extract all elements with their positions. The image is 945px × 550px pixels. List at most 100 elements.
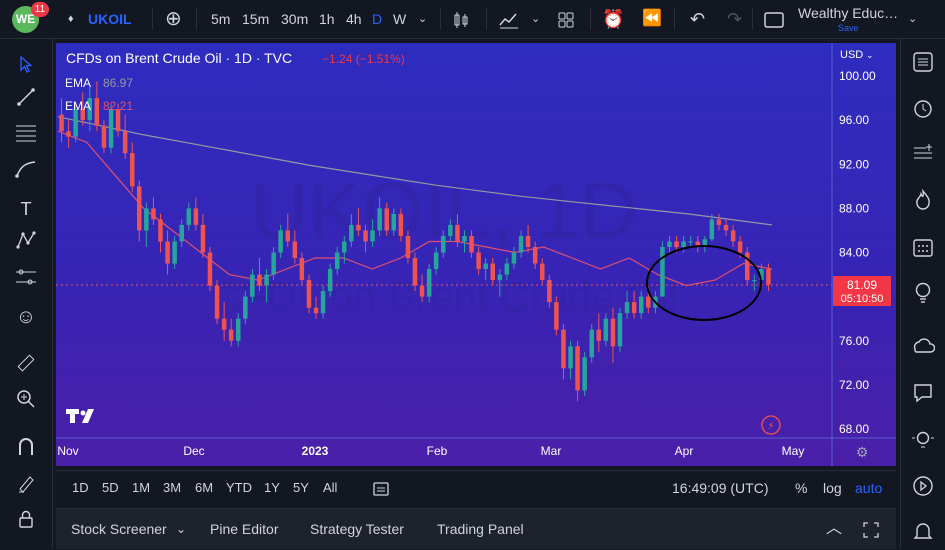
indicators-chevron-down-icon[interactable]: ⌄ [531, 13, 541, 25]
range-5y[interactable]: 5Y [293, 480, 309, 495]
lock-icon[interactable] [12, 509, 40, 537]
fullscreen-square-icon[interactable] [764, 0, 784, 38]
compare-add-icon[interactable]: ⊕ [165, 8, 182, 30]
percent-toggle[interactable]: % [795, 480, 808, 496]
range-5d[interactable]: 5D [102, 480, 119, 495]
range-ytd[interactable]: YTD [226, 480, 252, 495]
candle [228, 318, 234, 347]
candle [540, 258, 545, 286]
candle [151, 197, 156, 225]
chat-icon[interactable] [909, 382, 937, 410]
alert-clock-icon[interactable]: ⏰ [602, 9, 625, 29]
log-toggle[interactable]: log [823, 480, 842, 496]
tab-strategy-tester[interactable]: Strategy Tester [310, 521, 404, 537]
hotlist-flame-icon[interactable] [909, 188, 937, 217]
data-window-icon[interactable] [909, 142, 937, 170]
candle [561, 324, 566, 380]
redo-icon[interactable]: ↷ [727, 9, 743, 29]
candle [688, 235, 693, 247]
magnet-icon[interactable] [12, 437, 40, 465]
ema-fast-label[interactable]: EMA [65, 99, 92, 113]
auto-toggle[interactable]: auto [855, 480, 883, 496]
ideas-lightbulb-icon[interactable] [909, 281, 937, 309]
maximize-panel-icon[interactable] [863, 509, 879, 549]
candle [497, 269, 503, 297]
candle [610, 307, 616, 363]
tradingview-logo[interactable] [66, 406, 100, 426]
range-1d[interactable]: 1D [72, 480, 89, 495]
candle [165, 230, 170, 275]
trend-line-icon[interactable] [12, 87, 40, 115]
clock-timezone[interactable]: 16:49:09 (UTC) [672, 480, 769, 496]
prediction-icon[interactable] [12, 267, 40, 295]
timeframe-w[interactable]: W [393, 11, 407, 27]
stock-screener-chevron-down-icon[interactable]: ⌄ [176, 522, 187, 536]
watchlist-icon[interactable] [909, 51, 937, 79]
candle [490, 258, 495, 286]
ema-slow-label[interactable]: EMA [65, 76, 92, 90]
help-lightbulb-icon[interactable] [909, 428, 937, 456]
candle [250, 269, 255, 303]
symbol-search-button[interactable]: UKOIL [88, 11, 132, 27]
timeframe-chevron-down-icon[interactable]: ⌄ [418, 13, 428, 25]
lock-drawings-icon[interactable] [12, 473, 40, 501]
cursor-arrow-icon[interactable] [12, 53, 40, 81]
collapse-panel-chevron-up-icon[interactable]: ︿ [826, 520, 843, 537]
replay-icon[interactable]: ⏪ [642, 10, 662, 27]
account-name[interactable]: Wealthy Educ… [798, 5, 899, 21]
currency-chevron-down-icon[interactable]: ⌄ [866, 50, 874, 60]
fib-lines-icon[interactable] [12, 123, 40, 151]
layout-grid-icon[interactable] [557, 0, 575, 38]
tab-pine-editor[interactable]: Pine Editor [210, 521, 279, 537]
range-1m[interactable]: 1M [132, 480, 151, 495]
candle [448, 219, 453, 242]
events-lightning-icon[interactable] [761, 415, 781, 435]
timeframe-1h[interactable]: 1h [319, 11, 335, 27]
candle [377, 197, 382, 236]
range-6m[interactable]: 6M [195, 480, 214, 495]
streams-icon[interactable] [909, 337, 937, 365]
candle [568, 340, 573, 380]
brush-icon[interactable] [12, 159, 40, 187]
signals-icon[interactable] [909, 475, 937, 503]
alerts-clock-icon[interactable] [909, 97, 937, 125]
save-button[interactable]: Save [838, 23, 859, 33]
undo-icon[interactable]: ↶ [690, 9, 706, 29]
time-tick-label: Mar [541, 444, 562, 458]
currency-label[interactable]: USD [840, 49, 863, 61]
candle [285, 213, 290, 247]
range-3m[interactable]: 3M [163, 480, 182, 495]
price-chart[interactable]: UKOIL, 1D CFDs on Brent Crude Oil 100.00… [56, 43, 896, 466]
candle [582, 351, 587, 396]
tab-stock-screener[interactable]: Stock Screener [71, 521, 167, 537]
timeframe-d[interactable]: D [372, 11, 383, 27]
calendar-icon[interactable] [909, 236, 937, 264]
go-to-date-icon[interactable] [372, 471, 390, 505]
price-axis[interactable]: 100.0096.0092.0088.0084.0080.0076.0072.0… [839, 69, 876, 436]
annotation-ellipse[interactable] [646, 245, 762, 321]
ruler-icon[interactable] [12, 353, 40, 381]
candles-icon[interactable] [452, 0, 470, 38]
chart-settings-gear-icon[interactable]: ⚙ [856, 445, 869, 461]
chart-legend-title[interactable]: CFDs on Brent Crude Oil · 1D · TVC [66, 50, 293, 66]
timeframe-30m[interactable]: 30m [281, 11, 309, 27]
account-chevron-down-icon[interactable]: ⌄ [908, 13, 918, 25]
text-tool-icon[interactable]: T [20, 199, 32, 219]
candle [518, 230, 524, 259]
emoji-icon[interactable]: ☺ [15, 306, 37, 328]
tab-trading-panel[interactable]: Trading Panel [437, 521, 524, 537]
range-all[interactable]: All [323, 480, 338, 495]
zoom-in-icon[interactable] [12, 389, 40, 417]
candle [207, 246, 213, 292]
timeframe-15m[interactable]: 15m [242, 11, 270, 27]
range-1y[interactable]: 1Y [264, 480, 280, 495]
candle [631, 291, 637, 319]
timeframe-4h[interactable]: 4h [346, 11, 362, 27]
notifications-bell-icon[interactable] [909, 520, 937, 548]
indicators-icon[interactable] [499, 0, 519, 38]
time-axis[interactable]: Nov Dec 2023 Feb Mar Apr May [57, 444, 804, 458]
timeframe-5m[interactable]: 5m [211, 11, 231, 27]
candle [752, 274, 757, 292]
candle [441, 230, 446, 259]
pattern-icon[interactable] [12, 230, 40, 258]
